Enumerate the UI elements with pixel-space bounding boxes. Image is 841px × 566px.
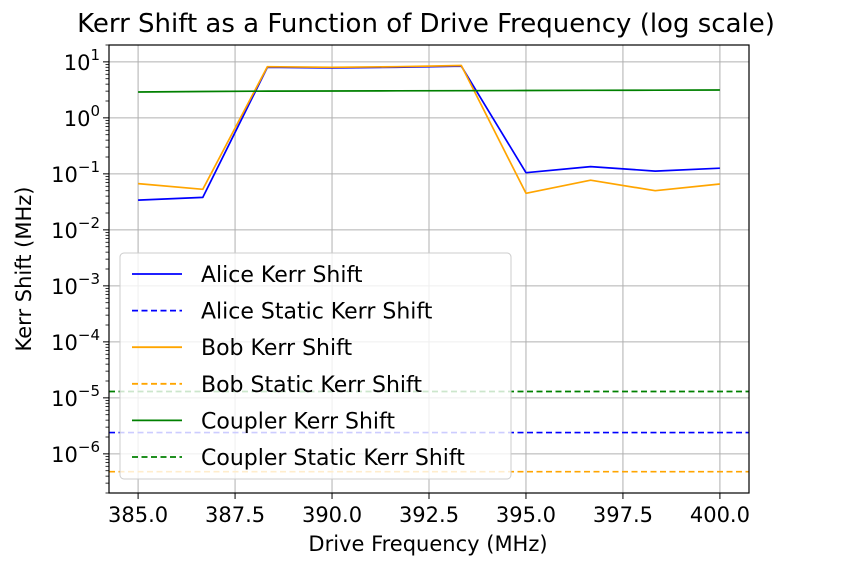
y-tick-label: 10−1 xyxy=(51,158,100,187)
legend-label-bob-kerr-shift: Bob Kerr Shift xyxy=(201,336,352,361)
chart-title: Kerr Shift as a Function of Drive Freque… xyxy=(77,9,775,39)
x-tick-label: 392.5 xyxy=(399,503,459,527)
x-tick-label: 395.0 xyxy=(496,503,556,527)
y-tick-label: 10−5 xyxy=(51,382,100,411)
coupler-kerr-shift-line xyxy=(138,89,720,93)
x-tick-label: 397.5 xyxy=(593,503,653,527)
legend-label-coupler-kerr-shift: Coupler Kerr Shift xyxy=(201,409,395,434)
y-tick-label: 101 xyxy=(64,46,100,75)
y-tick-label: 10−4 xyxy=(51,326,100,355)
bob-kerr-shift-line xyxy=(138,64,720,195)
legend-label-alice-static-kerr-shift: Alice Static Kerr Shift xyxy=(201,300,433,325)
legend-frame xyxy=(119,252,512,480)
y-axis-label: Kerr Shift (MHz) xyxy=(12,187,36,352)
legend: Alice Kerr Shift Alice Static Kerr Shift B… xyxy=(119,252,512,480)
y-tick-label: 10−2 xyxy=(51,214,100,243)
x-tick-label: 387.5 xyxy=(205,503,265,527)
x-tick-label: 400.0 xyxy=(690,503,750,527)
x-tick-label: 390.0 xyxy=(302,503,362,527)
legend-label-bob-static-kerr-shift: Bob Static Kerr Shift xyxy=(201,373,422,398)
axis-ticks: 385.0 387.5 390.0 392.5 395.0 397.5 400.0 101 10… xyxy=(51,44,750,527)
y-tick-label: 10−6 xyxy=(51,438,100,467)
x-tick-label: 385.0 xyxy=(108,503,168,527)
y-tick-label: 10−3 xyxy=(51,270,100,299)
y-tick-label: 100 xyxy=(64,102,100,131)
x-axis-label: Drive Frequency (MHz) xyxy=(308,532,547,556)
legend-items: Alice Kerr Shift Alice Static Kerr Shift B… xyxy=(132,263,465,471)
legend-label-alice-kerr-shift: Alice Kerr Shift xyxy=(201,263,363,288)
legend-label-coupler-static-kerr-shift: Coupler Static Kerr Shift xyxy=(201,446,465,471)
